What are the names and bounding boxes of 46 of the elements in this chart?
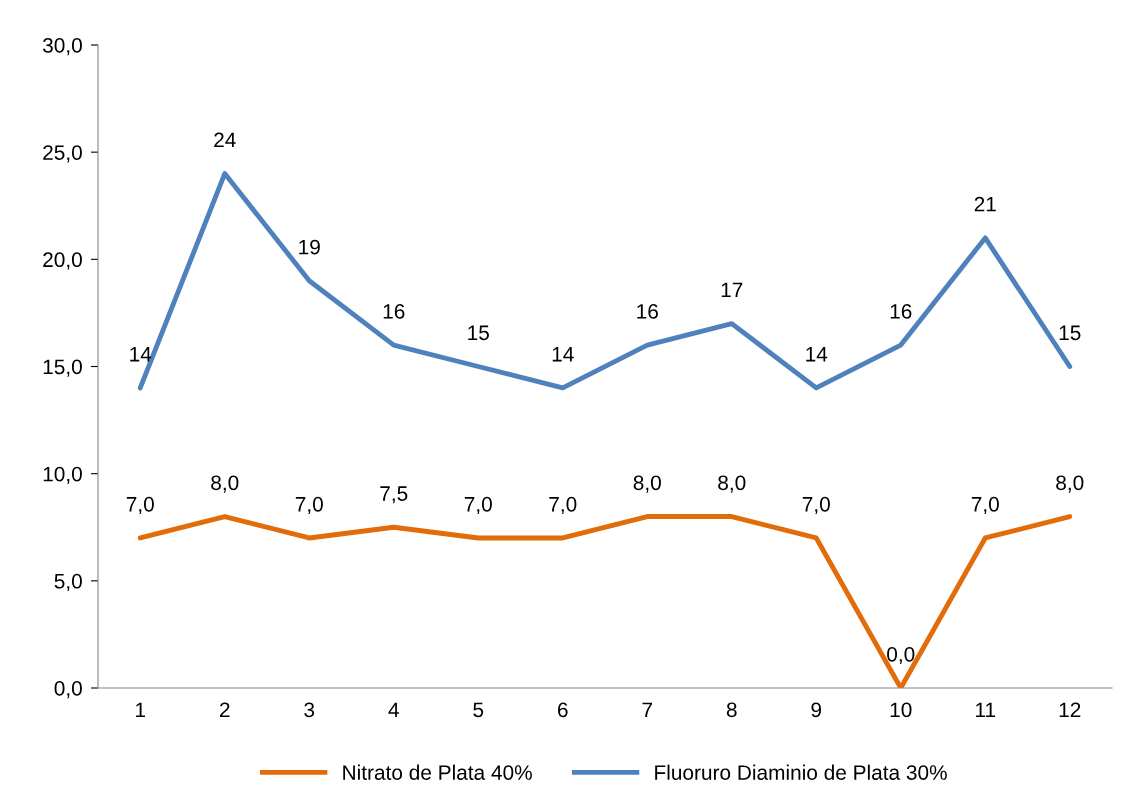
x-tick-label: 7: [642, 702, 652, 717]
data-label: 17: [721, 282, 743, 298]
x-tick-label: 1: [136, 702, 146, 717]
data-label: 19: [299, 239, 320, 255]
data-label: 14: [552, 347, 574, 362]
data-label: 8,0: [718, 475, 746, 493]
x-tick-label: 5: [473, 702, 484, 718]
y-tick-label: 25,0: [43, 145, 82, 163]
x-tick-label: 6: [558, 702, 568, 718]
data-label: 24: [214, 132, 236, 148]
data-label: 15: [468, 325, 489, 341]
data-label: 7,0: [295, 496, 323, 515]
data-label: 14: [130, 347, 152, 362]
data-label: 7,0: [126, 496, 154, 515]
legend-label: Fluoruro Diaminio de Plata 30%: [655, 764, 947, 780]
x-tick-label: 3: [304, 702, 315, 718]
data-label: 8,0: [1056, 475, 1084, 493]
x-tick-label: 9: [811, 702, 822, 718]
data-label: 8,0: [211, 475, 239, 493]
x-tick-label: 12: [1059, 702, 1081, 717]
data-label: 7,5: [380, 486, 408, 504]
data-label: 0,0: [887, 646, 915, 665]
x-tick-label: 2: [220, 702, 230, 717]
data-label: 16: [383, 303, 405, 319]
y-tick-label: 5,0: [54, 573, 82, 592]
y-tick-label: 0,0: [54, 681, 82, 699]
x-tick-label: 4: [388, 702, 399, 717]
y-tick-label: 30,0: [42, 38, 82, 56]
y-tick-label: 10,0: [43, 466, 82, 484]
y-tick-label: 20,0: [43, 252, 82, 270]
data-label: 7,0: [549, 496, 577, 515]
x-tick-label: 11: [976, 702, 996, 717]
data-label: 21: [974, 196, 996, 212]
data-label: 14: [806, 347, 828, 362]
data-label: 15: [1059, 325, 1081, 341]
data-label: 7,0: [971, 496, 999, 515]
x-tick-label: 10: [890, 702, 912, 718]
line-series: [137, 514, 1073, 688]
y-tick-label: 15,0: [43, 359, 82, 377]
data-label: 16: [890, 303, 912, 319]
legend-label: Nitrato de Plata 40%: [343, 764, 532, 780]
data-label: 16: [637, 303, 658, 319]
data-label: 7,0: [802, 496, 830, 515]
x-tick-label: 8: [726, 702, 737, 718]
data-label: 8,0: [633, 475, 661, 493]
data-label: 7,0: [464, 496, 492, 515]
